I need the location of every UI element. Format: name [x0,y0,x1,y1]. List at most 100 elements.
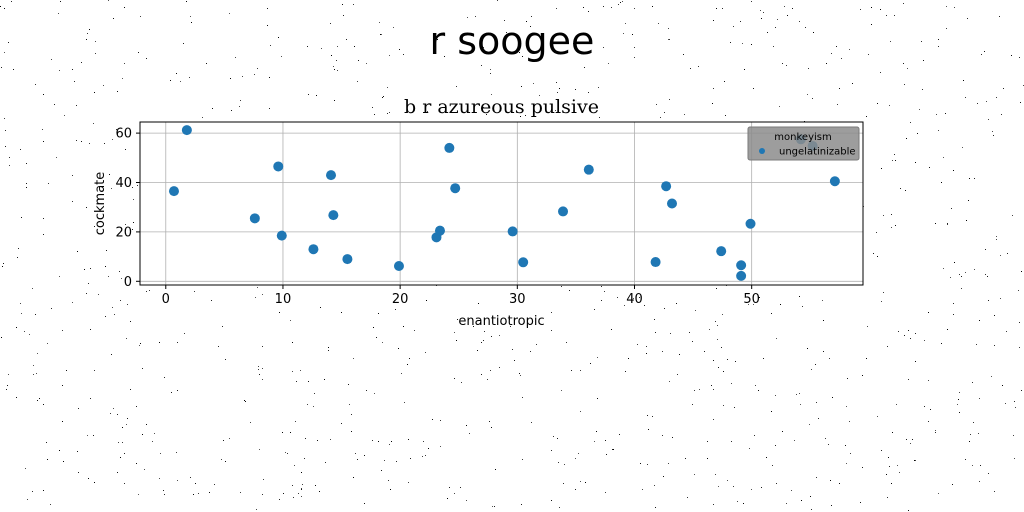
noise-speck [206,63,207,64]
noise-speck [190,16,191,17]
noise-speck [64,115,65,116]
noise-speck [307,46,308,47]
noise-speck [124,483,125,484]
noise-speck [104,143,105,144]
noise-speck [407,364,408,365]
noise-speck [77,251,78,252]
noise-speck [519,373,520,374]
noise-speck [149,290,150,291]
noise-speck [56,157,57,158]
noise-speck [717,325,718,326]
noise-speck [866,358,867,359]
noise-speck [116,129,117,130]
noise-speck [337,70,338,71]
noise-speck [263,479,264,480]
noise-speck [410,458,411,459]
noise-speck [324,379,325,380]
scatter-point [666,198,677,209]
noise-speck [76,105,77,106]
noise-speck [776,483,777,484]
noise-speck [656,104,657,105]
noise-speck [72,201,73,202]
noise-speck [883,292,884,293]
noise-speck [514,360,515,361]
noise-speck [81,141,82,142]
noise-speck [487,379,488,380]
scatter-point [450,183,461,194]
noise-speck [387,113,388,114]
noise-speck [898,331,899,332]
noise-speck [917,133,918,134]
noise-speck [43,218,44,219]
noise-speck [947,224,948,225]
noise-speck [996,239,997,240]
noise-speck [580,481,581,482]
noise-speck [414,330,415,331]
noise-speck [599,117,600,118]
noise-speck [722,8,723,9]
noise-speck [809,424,810,425]
noise-speck [979,398,980,399]
noise-speck [892,432,893,433]
noise-speck [597,357,598,358]
noise-speck [427,111,428,112]
noise-speck [584,67,585,68]
noise-speck [425,352,426,353]
noise-speck [959,392,960,393]
noise-speck [454,332,455,333]
noise-speck [914,460,915,461]
noise-speck [786,65,787,66]
noise-speck [341,312,342,313]
noise-speck [138,494,139,495]
scatter-point [829,176,840,187]
noise-speck [880,9,881,10]
noise-speck [886,15,887,16]
noise-speck [887,497,888,498]
noise-speck [281,56,282,57]
noise-speck [296,381,297,382]
noise-speck [889,105,890,106]
noise-speck [301,488,302,489]
noise-speck [422,456,423,457]
noise-speck [346,39,347,40]
noise-speck [88,478,89,479]
noise-speck [566,342,567,343]
noise-speck [754,435,755,436]
noise-speck [298,493,299,494]
noise-speck [787,15,788,16]
noise-speck [551,500,552,501]
noise-speck [202,117,203,118]
noise-speck [521,86,522,87]
noise-speck [63,461,64,462]
noise-speck [473,326,474,327]
noise-speck [334,100,335,101]
noise-speck [1018,290,1019,291]
noise-speck [256,509,257,510]
noise-speck [605,492,606,493]
noise-speck [652,6,653,7]
noise-speck [1001,114,1002,115]
noise-speck [880,72,881,73]
noise-speck [782,431,783,432]
noise-speck [907,68,908,69]
noise-speck [146,424,147,425]
noise-speck [1000,255,1001,256]
noise-speck [561,390,562,391]
noise-speck [721,347,722,348]
noise-speck [908,330,909,331]
noise-speck [668,463,669,464]
noise-speck [126,338,127,339]
noise-speck [823,320,824,321]
noise-speck [239,106,240,107]
noise-speck [773,46,774,47]
noise-speck [328,350,329,351]
noise-speck [662,435,663,436]
noise-speck [730,42,731,43]
figure-suptitle: r soogee [429,19,595,63]
noise-speck [379,22,380,23]
noise-speck [245,401,246,402]
noise-speck [598,87,599,88]
noise-speck [753,304,754,305]
noise-speck [816,402,817,403]
noise-speck [133,222,134,223]
